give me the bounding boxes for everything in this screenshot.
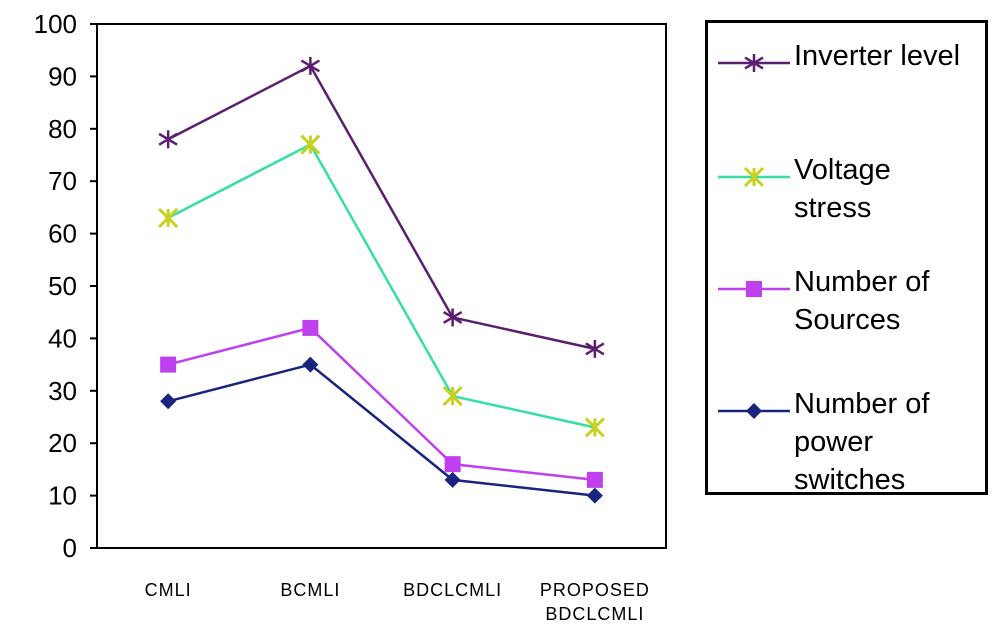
- y-tick-label: 80: [48, 114, 77, 144]
- data-point: [160, 393, 177, 410]
- marker-stroke: [744, 56, 764, 70]
- data-point: [442, 385, 463, 407]
- series-number-of-power-switches: [160, 356, 603, 504]
- marker-square: [444, 456, 461, 473]
- y-tick-label: 0: [63, 533, 77, 563]
- x-tick-label: BDCLCMLI: [403, 580, 502, 600]
- data-point: [300, 134, 321, 155]
- legend-swatch: [718, 403, 790, 419]
- y-tick-label: 40: [48, 323, 77, 353]
- marker-square: [586, 471, 603, 488]
- series-line: [167, 363, 596, 497]
- data-point: [584, 417, 605, 438]
- marker-stroke: [442, 310, 463, 324]
- y-tick-label: 20: [48, 428, 77, 458]
- marker-diamond: [444, 471, 461, 488]
- y-tick-label: 30: [48, 376, 77, 406]
- data-point: [300, 56, 321, 75]
- legend-label: Number of power switches: [794, 388, 930, 496]
- legend-label: Inverter level: [794, 40, 961, 72]
- series-number-of-sources: [160, 319, 603, 488]
- marker-diamond: [160, 393, 177, 410]
- x-tick-label: CMLI: [145, 580, 192, 600]
- legend-swatch: [718, 54, 790, 72]
- data-point: [302, 356, 319, 373]
- marker-square: [746, 281, 762, 297]
- marker-square: [302, 319, 319, 336]
- data-point: [302, 319, 319, 336]
- data-point: [586, 487, 603, 504]
- marker-stroke: [158, 132, 178, 146]
- data-point: [444, 471, 461, 488]
- series-line: [167, 64, 596, 351]
- x-tick-label: PROPOSED BDCLCMLI: [540, 580, 650, 624]
- marker-diamond: [586, 487, 603, 504]
- y-tick-label: 50: [48, 271, 77, 301]
- data-point: [158, 207, 179, 228]
- data-point: [444, 456, 461, 473]
- data-point: [585, 339, 605, 358]
- y-tick-label: 10: [48, 481, 77, 511]
- marker-stroke: [585, 342, 605, 356]
- data-point: [160, 356, 177, 373]
- series-voltage-stress: [158, 134, 605, 438]
- series-line: [167, 142, 596, 429]
- y-tick-label: 100: [34, 9, 77, 39]
- legend-swatch: [718, 166, 790, 188]
- legend-label: Voltage stress: [794, 154, 891, 224]
- legend-label: Number of Sources: [794, 266, 930, 336]
- y-tick-label: 70: [48, 166, 77, 196]
- data-point: [442, 308, 463, 327]
- marker-diamond: [746, 403, 762, 419]
- marker-diamond: [302, 356, 319, 373]
- y-tick-label: 90: [48, 61, 77, 91]
- marker-stroke: [300, 59, 321, 73]
- y-tick-label: 60: [48, 219, 77, 249]
- legend: Inverter level Voltage stress Number of So…: [705, 20, 988, 496]
- data-point: [586, 471, 603, 488]
- series-inverter-level: [158, 56, 605, 358]
- marker-square: [160, 356, 177, 373]
- x-tick-label: BCMLI: [280, 580, 340, 600]
- plot-area: [96, 23, 667, 549]
- data-point: [158, 130, 178, 149]
- series-line: [167, 326, 596, 482]
- legend-swatch: [718, 281, 790, 297]
